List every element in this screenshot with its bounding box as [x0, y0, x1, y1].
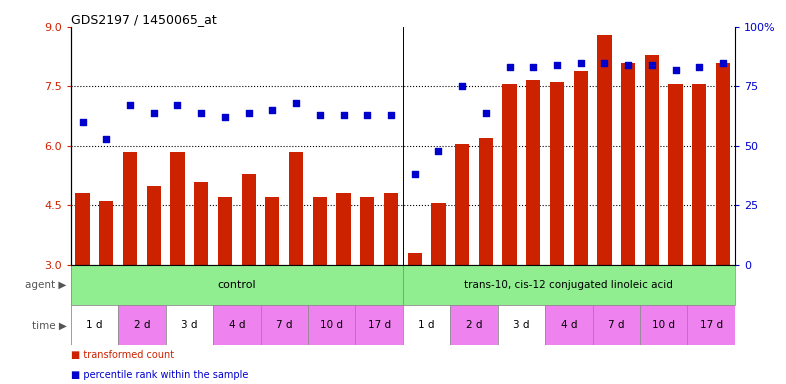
- Text: 7 d: 7 d: [608, 320, 625, 330]
- Point: [76, 119, 89, 125]
- Text: agent ▶: agent ▶: [25, 280, 67, 290]
- Point: [219, 114, 231, 121]
- Bar: [99, 202, 113, 265]
- Bar: [360, 197, 374, 265]
- Point: [503, 64, 516, 70]
- Point: [551, 62, 564, 68]
- Point: [148, 109, 160, 116]
- Bar: [455, 144, 469, 265]
- Point: [195, 109, 208, 116]
- Bar: [716, 63, 730, 265]
- Text: ■ percentile rank within the sample: ■ percentile rank within the sample: [71, 370, 248, 380]
- Text: 2 d: 2 d: [134, 320, 150, 330]
- Text: 3 d: 3 d: [513, 320, 530, 330]
- Bar: [450, 305, 498, 346]
- Text: ■ transformed count: ■ transformed count: [71, 349, 174, 360]
- Bar: [479, 138, 493, 265]
- Bar: [526, 80, 541, 265]
- Text: 1 d: 1 d: [418, 320, 435, 330]
- Point: [717, 60, 729, 66]
- Point: [384, 112, 397, 118]
- Text: 17 d: 17 d: [368, 320, 391, 330]
- Bar: [692, 84, 707, 265]
- Bar: [118, 305, 166, 346]
- Bar: [640, 305, 688, 346]
- Bar: [147, 185, 161, 265]
- Point: [598, 60, 611, 66]
- Bar: [260, 305, 308, 346]
- Bar: [645, 55, 659, 265]
- Bar: [308, 305, 355, 346]
- Text: 2 d: 2 d: [466, 320, 483, 330]
- Text: GDS2197 / 1450065_at: GDS2197 / 1450065_at: [71, 13, 216, 26]
- Text: time ▶: time ▶: [32, 320, 67, 330]
- Point: [290, 100, 303, 106]
- Point: [622, 62, 634, 68]
- Bar: [71, 265, 403, 305]
- Bar: [498, 305, 545, 346]
- Point: [432, 147, 445, 154]
- Bar: [336, 194, 351, 265]
- Bar: [265, 197, 280, 265]
- Text: 10 d: 10 d: [652, 320, 675, 330]
- Text: 3 d: 3 d: [181, 320, 197, 330]
- Point: [123, 103, 136, 109]
- Bar: [123, 152, 138, 265]
- Bar: [289, 152, 303, 265]
- Bar: [408, 253, 422, 265]
- Bar: [432, 204, 446, 265]
- Bar: [688, 305, 735, 346]
- Point: [456, 83, 468, 89]
- Point: [266, 107, 279, 113]
- Bar: [597, 35, 612, 265]
- Bar: [313, 197, 327, 265]
- Point: [314, 112, 326, 118]
- Point: [670, 67, 682, 73]
- Bar: [218, 197, 232, 265]
- Point: [693, 64, 706, 70]
- Point: [645, 62, 658, 68]
- Bar: [669, 84, 683, 265]
- Bar: [71, 305, 118, 346]
- Text: trans-10, cis-12 conjugated linoleic acid: trans-10, cis-12 conjugated linoleic aci…: [465, 280, 674, 290]
- Text: control: control: [218, 280, 256, 290]
- Bar: [502, 84, 516, 265]
- Bar: [403, 305, 450, 346]
- Point: [409, 171, 421, 177]
- Bar: [194, 182, 208, 265]
- Bar: [166, 305, 213, 346]
- Point: [171, 103, 184, 109]
- Text: 17 d: 17 d: [700, 320, 723, 330]
- Bar: [545, 305, 593, 346]
- Bar: [550, 83, 564, 265]
- Bar: [384, 194, 398, 265]
- Bar: [171, 152, 185, 265]
- Point: [337, 112, 350, 118]
- Point: [527, 64, 539, 70]
- Text: 10 d: 10 d: [320, 320, 343, 330]
- Bar: [403, 265, 735, 305]
- Text: 4 d: 4 d: [229, 320, 245, 330]
- Bar: [355, 305, 403, 346]
- Text: 7 d: 7 d: [276, 320, 292, 330]
- Bar: [75, 194, 90, 265]
- Text: 4 d: 4 d: [560, 320, 577, 330]
- Point: [100, 136, 112, 142]
- Bar: [574, 71, 588, 265]
- Point: [242, 109, 255, 116]
- Point: [575, 60, 587, 66]
- Bar: [621, 63, 635, 265]
- Bar: [593, 305, 640, 346]
- Point: [361, 112, 373, 118]
- Text: 1 d: 1 d: [86, 320, 103, 330]
- Bar: [213, 305, 260, 346]
- Point: [479, 109, 492, 116]
- Bar: [241, 174, 255, 265]
